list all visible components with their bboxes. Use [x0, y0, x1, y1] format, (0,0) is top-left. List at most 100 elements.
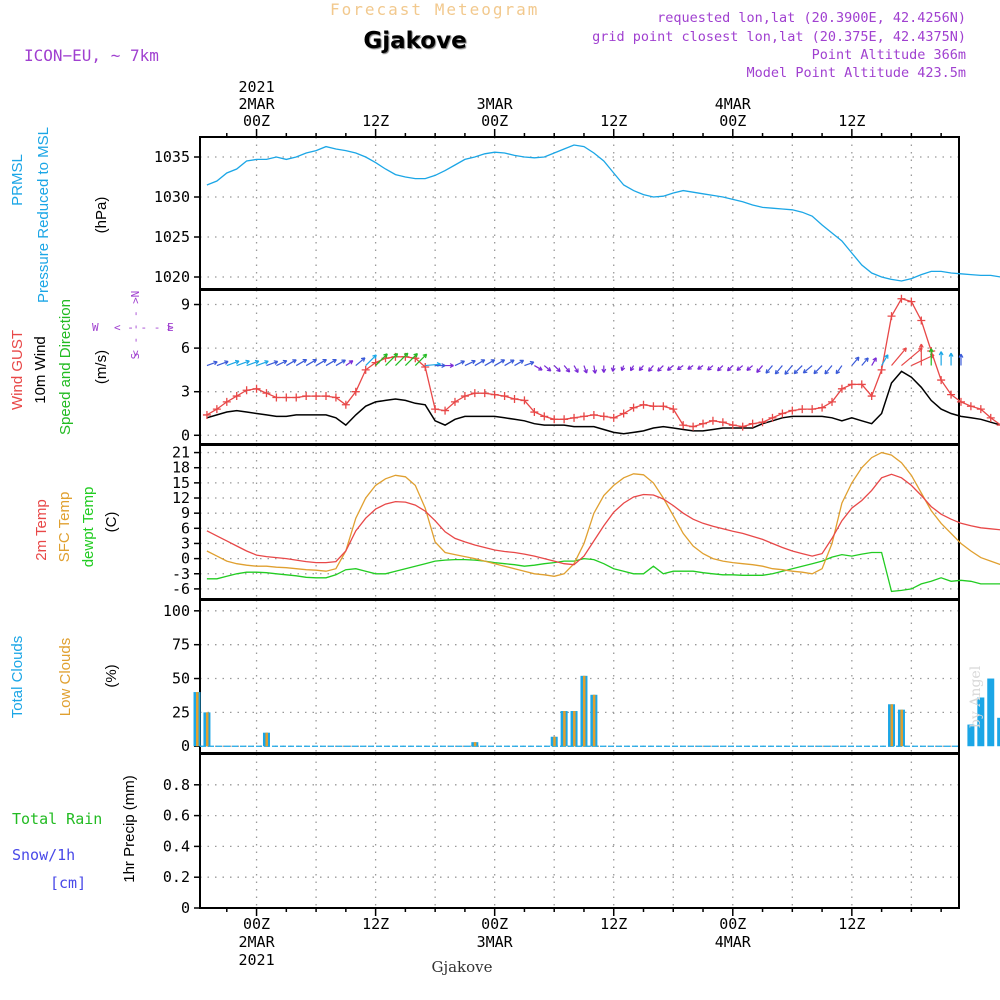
compass-arrow-v: < - - - > [129, 297, 142, 357]
panel-frame [199, 289, 960, 445]
wind-gust-marker [292, 393, 301, 402]
wind-gust-marker [579, 412, 588, 421]
wind-direction-arrow [543, 365, 552, 372]
wind-direction-arrow [784, 365, 793, 375]
wind-direction-arrow [236, 359, 250, 367]
temp-unit: (C) [103, 512, 120, 533]
wind-direction-arrow [484, 359, 496, 367]
wind-gust-marker [272, 393, 281, 402]
wind-gust-marker [738, 422, 747, 431]
wind-direction-arrow [851, 356, 860, 366]
1hr-precip-label: 1hr Precip (mm) [121, 775, 138, 883]
panel-precipitation: 0 0.2 0.4 0.6 0.8 [163, 753, 960, 917]
wind-gust-marker [778, 409, 787, 418]
wind-direction-arrow [345, 360, 354, 367]
wind-gust-marker [748, 419, 757, 428]
wind-direction-arrow [793, 365, 803, 375]
wind-direction-arrow [325, 358, 337, 367]
wind-direction-arrow [216, 360, 229, 367]
wind-direction-arrow [687, 365, 694, 370]
wind-gust-marker [718, 418, 727, 427]
footer-station: Gjakove [431, 958, 492, 976]
ytick-label: 9 [181, 504, 190, 522]
low-cloud-bar [553, 736, 556, 747]
compass-e: E [167, 321, 174, 334]
wind-direction-arrow [928, 348, 934, 366]
wind-gust-marker [510, 394, 519, 403]
wind-direction-arrow [464, 359, 476, 367]
wind-direction-arrow [948, 352, 954, 366]
wind-gust-marker [570, 413, 579, 422]
wind-gust-marker [877, 365, 886, 374]
wind-gust-marker [768, 413, 777, 422]
low-cloud-bar [900, 709, 903, 747]
pressure-line [206, 144, 1000, 282]
temp-sfc-label: SFC Temp [56, 492, 73, 563]
ytick-label: -6 [172, 580, 190, 598]
wind-gust-marker [956, 397, 965, 406]
wind-gust-marker [818, 403, 827, 412]
low-cloud-bar [196, 692, 199, 747]
wind-direction-arrow [435, 363, 446, 368]
top-axis-label: 12Z [838, 112, 865, 130]
requested-coordinates: requested lon,lat (20.3900E, 42.4256N) [657, 10, 966, 26]
ytick-label: 3 [181, 534, 190, 552]
panel-frame [199, 136, 960, 290]
wind-direction-arrow [746, 365, 754, 371]
ytick-label: 12 [172, 489, 190, 507]
total-rain-label: Total Rain [12, 810, 102, 828]
wind-gust-marker [649, 402, 658, 411]
ytick-label: -3 [172, 565, 190, 583]
wind-gust-marker [302, 392, 311, 401]
wind-direction-arrow [534, 365, 543, 371]
wind-direction-arrow [256, 360, 269, 367]
low-clouds-label: Low Clouds [57, 638, 74, 716]
bottom-axis-label: 00Z [481, 915, 508, 933]
model-name: ICON−EU, ~ 7km [24, 46, 159, 65]
dewpoint-label: dewpt Temp [80, 487, 97, 568]
top-axis-label: 3MAR [477, 95, 514, 113]
wind-direction-arrow [474, 359, 486, 367]
wind-gust-marker [937, 376, 946, 385]
low-cloud-bar [473, 742, 477, 747]
wind-direction-arrow [707, 365, 714, 371]
wind-gust-marker [500, 392, 509, 401]
wind-direction-arrow [938, 351, 944, 366]
ytick-label: 15 [172, 474, 190, 492]
wind-gust-marker [222, 397, 231, 406]
wind-gust-marker [907, 297, 916, 306]
total-cloud-bar [967, 724, 975, 747]
wind-gust-marker [996, 424, 1000, 426]
bottom-axis-label: 12Z [838, 915, 865, 933]
wind-gust-marker [460, 392, 469, 401]
compass-n: N [129, 291, 142, 298]
wind-gust-marker [351, 387, 360, 396]
wind-gust-marker [490, 390, 499, 399]
wind-gust-marker [262, 389, 271, 398]
ytick-label: 0.6 [163, 807, 190, 825]
wind-gust-marker [708, 416, 717, 425]
wind-direction-arrow [697, 365, 704, 370]
top-axis-label: 00Z [243, 112, 270, 130]
wind-gust-marker [322, 392, 331, 401]
wind-direction-arrow [676, 365, 684, 371]
pressure-unit: (hPa) [93, 197, 110, 234]
wind-gust-marker [252, 384, 261, 393]
watermark: by Angel [968, 665, 984, 728]
wind-direction-arrow [592, 365, 598, 374]
wind-gust-marker [669, 405, 678, 414]
wind-direction-arrow [573, 365, 579, 373]
ytick-label: 0 [181, 899, 190, 917]
wind-gust-marker [679, 421, 688, 430]
wind-gust-marker [441, 406, 450, 415]
bottom-axis-label: 2021 [238, 951, 274, 969]
wind-direction-arrow [414, 353, 428, 366]
wind-direction-arrow [765, 365, 773, 374]
wind-gust-marker [212, 405, 221, 414]
wind-direction-arrow [958, 353, 964, 366]
wind-direction-arrow [610, 365, 616, 372]
panel-pressure: 1020 1025 1030 1035 [154, 136, 960, 290]
wind-gust-marker [917, 316, 926, 325]
top-axis-label: 12Z [600, 112, 627, 130]
